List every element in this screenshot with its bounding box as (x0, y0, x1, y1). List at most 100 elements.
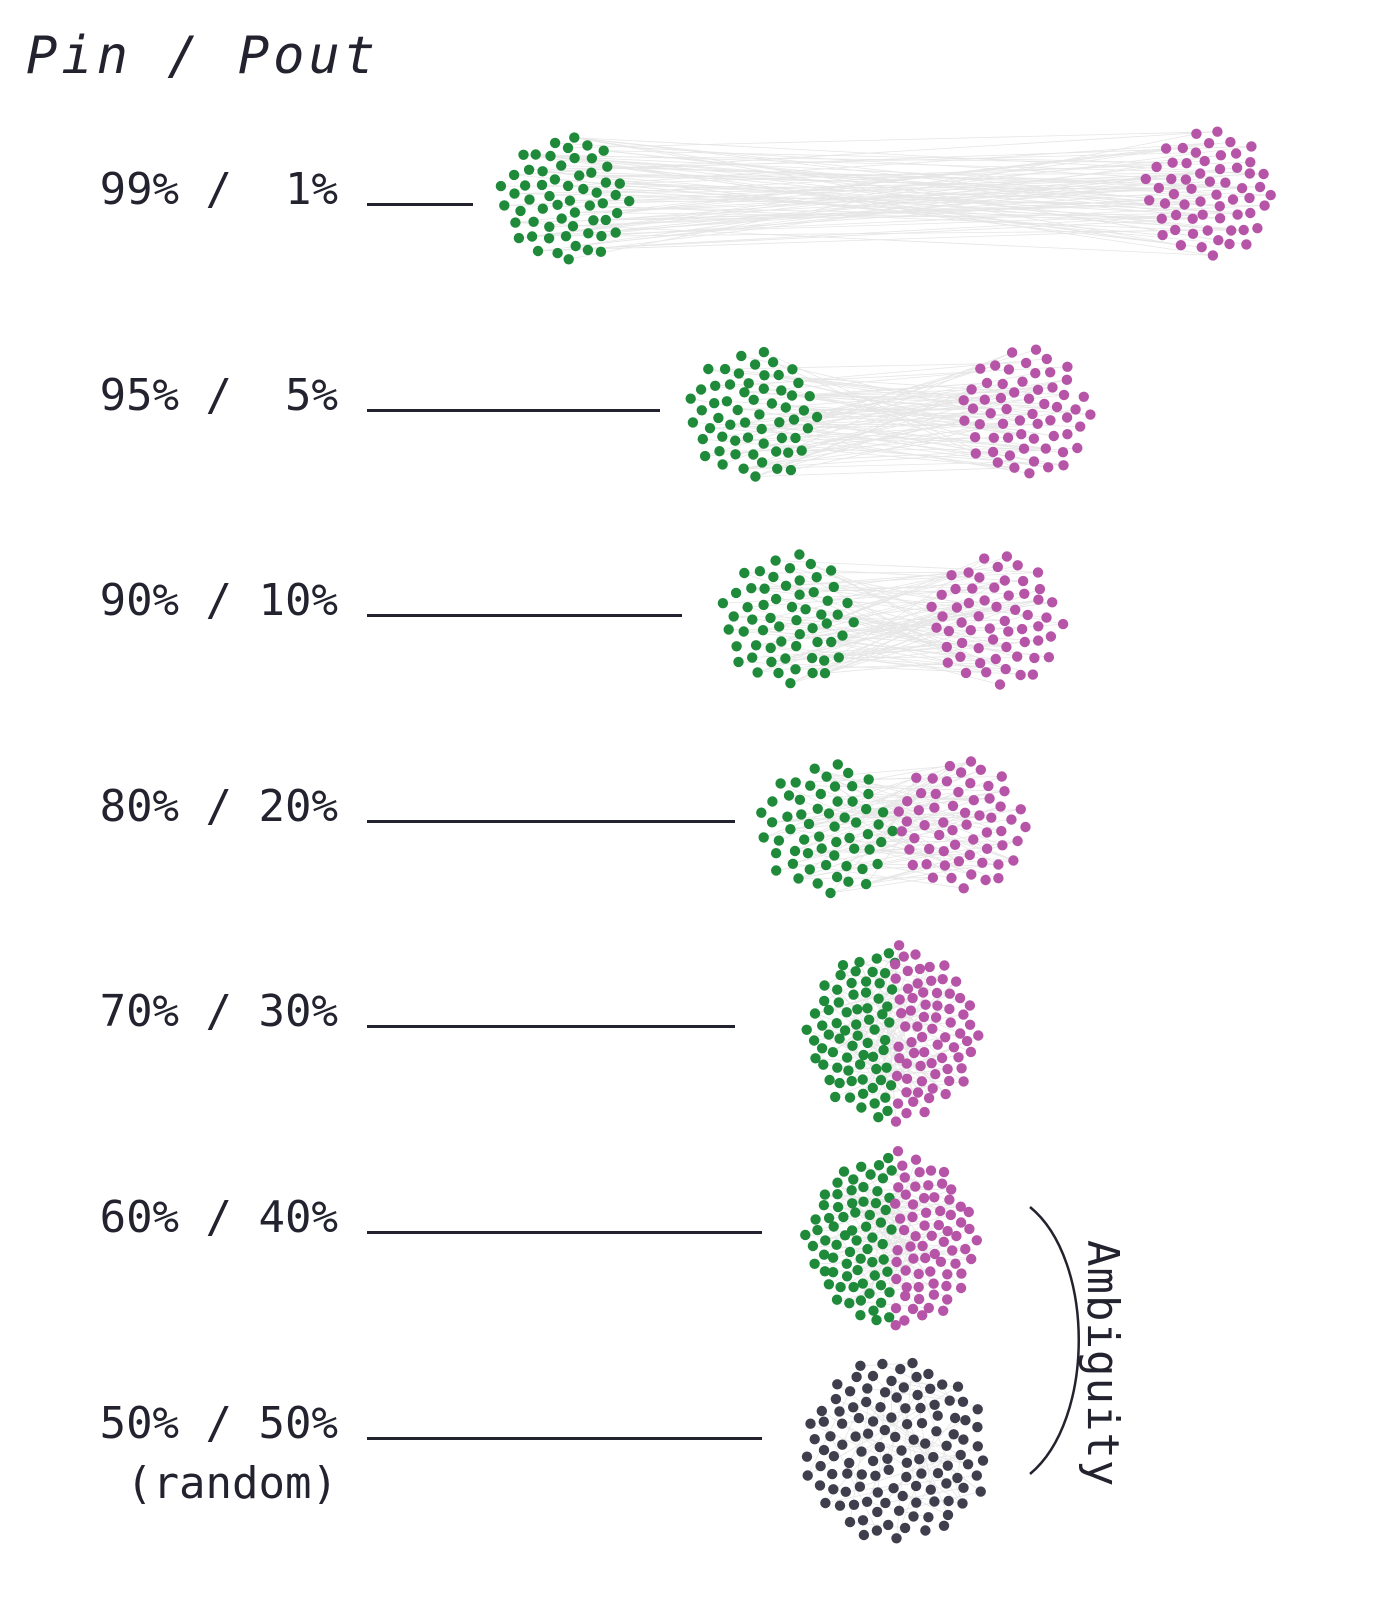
edge (568, 142, 1210, 187)
node-community-b (926, 1230, 937, 1242)
node-community-b (1041, 353, 1053, 365)
node-community-b (1051, 401, 1063, 413)
node-community-b (910, 949, 921, 960)
node-community-a (830, 1091, 841, 1103)
node-community-a (799, 834, 810, 845)
node-community-a (791, 615, 802, 626)
leader-line-90-10 (367, 614, 682, 617)
node-random (891, 1392, 902, 1403)
node-community-a (867, 966, 878, 978)
node-community-b (1003, 590, 1014, 601)
node-community-a (878, 1254, 889, 1265)
node-community-b (914, 1167, 925, 1178)
node-community-b (950, 583, 961, 595)
node-community-b (964, 1000, 976, 1011)
node-community-b (961, 1035, 973, 1047)
node-community-a (544, 221, 555, 232)
node-community-b (912, 1087, 924, 1098)
node-community-a (687, 417, 699, 428)
node-community-a (770, 848, 782, 859)
node-community-a (794, 629, 805, 640)
node-random (911, 1497, 922, 1508)
node-community-b (975, 363, 986, 374)
node-community-b (1212, 126, 1223, 137)
leader-line-70-30 (367, 1025, 735, 1028)
node-community-a (803, 818, 815, 830)
node-community-a (852, 1004, 863, 1015)
edge (867, 833, 970, 856)
node-community-b (907, 1303, 919, 1315)
node-community-a (537, 203, 548, 214)
edge (846, 844, 956, 867)
edge (855, 761, 972, 823)
node-community-a (855, 1310, 866, 1321)
node-random (929, 1496, 940, 1507)
node-community-a (875, 1280, 887, 1291)
node-community-b (936, 589, 947, 600)
edge (891, 1380, 931, 1390)
node-community-b (1006, 814, 1017, 825)
node-community-a (848, 1281, 859, 1293)
node-community-a (713, 412, 724, 424)
node-community-a (841, 1052, 853, 1063)
edge (550, 155, 1173, 164)
node-community-a (811, 411, 823, 423)
edge (537, 218, 1193, 252)
node-community-b (995, 392, 1007, 404)
node-random (972, 1441, 983, 1452)
node-community-a (820, 1235, 831, 1246)
node-community-b (893, 1182, 904, 1193)
edge (763, 443, 1064, 466)
node-community-b (900, 1290, 911, 1302)
node-community-b (1072, 442, 1083, 454)
node-community-a (515, 205, 526, 217)
node-community-b (1214, 163, 1226, 175)
node-random (872, 1506, 883, 1518)
node-community-b (930, 1069, 941, 1080)
node-community-b (1033, 621, 1044, 632)
edge (807, 412, 991, 429)
node-community-b (1230, 148, 1242, 159)
edge (759, 570, 961, 658)
node-community-a (869, 1270, 880, 1281)
node-community-b (956, 1268, 967, 1279)
node-community-b (980, 874, 991, 886)
edge (798, 837, 915, 879)
edge (824, 985, 964, 1082)
node-community-b (955, 1217, 967, 1228)
edge (855, 1212, 911, 1247)
edge (579, 175, 1186, 180)
node-community-a (786, 390, 798, 401)
node-community-b (973, 1030, 984, 1041)
node-community-b (924, 843, 935, 855)
leader-line-60-40 (367, 1231, 762, 1234)
edge (790, 423, 1004, 471)
node-random (834, 1406, 845, 1417)
node-community-b (1246, 141, 1257, 152)
node-community-b (1012, 651, 1023, 662)
node-community-b (958, 883, 969, 894)
node-random (925, 1484, 936, 1495)
edge (589, 205, 1208, 231)
node-random (856, 1446, 867, 1457)
node-community-b (1016, 623, 1028, 635)
node-community-a (543, 233, 555, 244)
node-random (820, 1497, 831, 1509)
edge (535, 154, 1213, 256)
node-community-a (875, 1074, 887, 1086)
node-community-b (916, 1076, 928, 1087)
node-community-a (508, 169, 520, 181)
node-random (877, 1358, 888, 1370)
node-community-b (928, 1289, 940, 1300)
node-community-a (851, 1235, 862, 1246)
node-community-a (807, 1240, 819, 1252)
node-random (862, 1383, 873, 1394)
node-community-a (782, 811, 793, 822)
node-community-b (995, 801, 1006, 812)
node-community-b (929, 1192, 940, 1203)
row-label-50-50: 50% / 50% (99, 1398, 338, 1449)
node-community-b (1004, 450, 1016, 461)
node-community-b (914, 963, 926, 975)
edge (542, 146, 1252, 172)
